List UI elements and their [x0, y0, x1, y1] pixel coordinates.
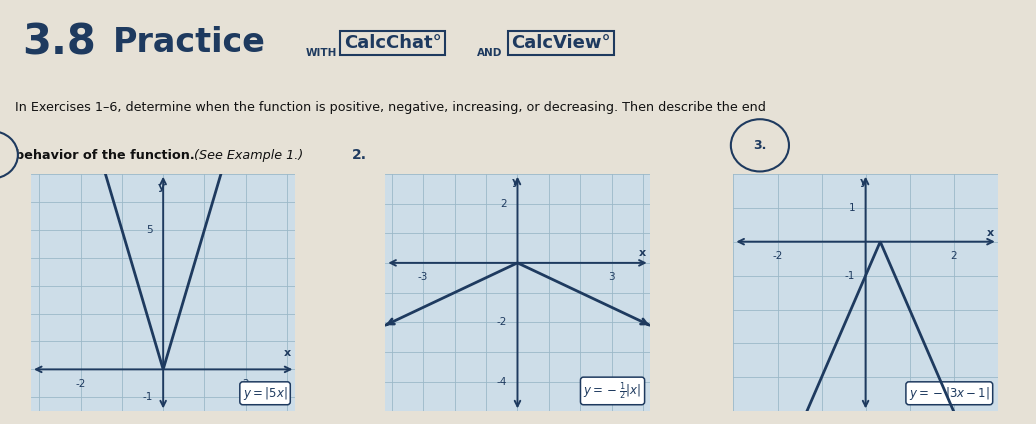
Text: x: x	[284, 348, 291, 358]
Text: -2: -2	[496, 317, 507, 327]
Text: y: y	[157, 181, 165, 192]
Text: AND: AND	[477, 48, 502, 58]
Text: CalcChat°: CalcChat°	[344, 34, 441, 52]
Text: -4: -4	[496, 377, 507, 387]
Text: -1: -1	[142, 392, 152, 402]
Text: WITH: WITH	[306, 48, 337, 58]
Text: In Exercises 1–6, determine when the function is positive, negative, increasing,: In Exercises 1–6, determine when the fun…	[16, 101, 767, 114]
Text: 1: 1	[848, 203, 855, 213]
Text: 2.: 2.	[351, 148, 367, 162]
Text: -1: -1	[844, 271, 855, 281]
Text: y: y	[860, 176, 867, 187]
Text: ▶1.: ▶1.	[0, 150, 1, 160]
Circle shape	[0, 131, 18, 179]
Text: 3.8: 3.8	[23, 22, 96, 64]
Text: $y = -\frac{1}{2}|x|$: $y = -\frac{1}{2}|x|$	[583, 380, 641, 402]
Text: CalcView°: CalcView°	[511, 34, 610, 52]
Text: -2: -2	[76, 379, 86, 389]
Text: behavior of the function.: behavior of the function.	[16, 150, 195, 162]
Text: 2: 2	[950, 251, 957, 261]
Circle shape	[730, 119, 789, 171]
Text: 3: 3	[608, 272, 615, 282]
Text: (See Example 1.): (See Example 1.)	[190, 150, 304, 162]
Text: Practice: Practice	[113, 26, 266, 59]
Text: x: x	[638, 248, 645, 257]
Text: 3.: 3.	[753, 139, 767, 152]
Text: $y = |5x|$: $y = |5x|$	[242, 385, 287, 402]
Text: -3: -3	[418, 272, 428, 282]
Text: 2: 2	[500, 198, 507, 209]
Text: y: y	[512, 177, 519, 187]
Text: 5: 5	[146, 225, 152, 235]
Text: -2: -2	[772, 251, 783, 261]
Text: x: x	[986, 228, 994, 237]
Text: 2: 2	[242, 379, 249, 389]
Text: $y = -|3x-1|$: $y = -|3x-1|$	[909, 385, 989, 402]
